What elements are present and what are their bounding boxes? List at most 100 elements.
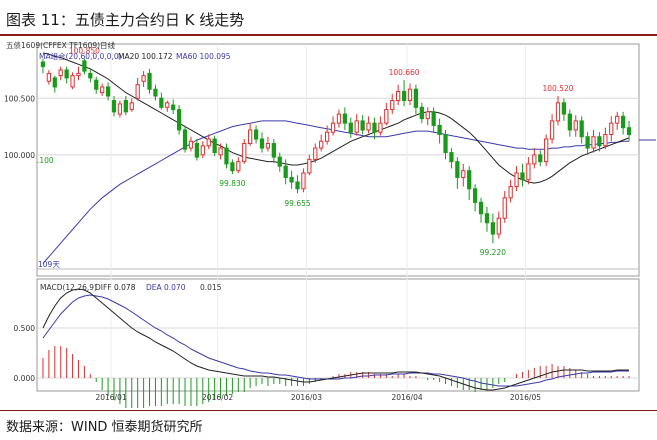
candle [461,163,466,187]
candle [490,213,496,244]
candle-body [579,120,584,138]
candle [176,105,182,135]
candle [313,143,318,163]
candle-body [58,69,63,77]
candle [289,170,294,189]
candle-body [301,172,306,190]
candle-body [544,138,549,163]
candle [484,206,490,232]
price-annotation: 100.850 [69,47,100,56]
candle [129,98,134,112]
candle [478,197,484,223]
price-annotation: 100.520 [542,84,573,93]
candle-body [171,104,176,111]
candle-body [372,122,377,133]
macd-panel-frame [36,278,640,392]
candle-body [248,129,253,145]
candle [538,150,543,167]
candle [40,58,46,74]
candle-body [271,143,276,158]
candle-body [615,115,620,124]
dea-line [42,294,629,387]
candle-body [117,103,123,115]
x-tick-label: 2016/04 [391,393,422,402]
candle-body [129,102,134,111]
candle [111,96,117,117]
candle [425,107,430,126]
price-y-tick-label: 100.000 [4,151,35,160]
price-annotation: 99.655 [284,199,310,208]
macd-histogram [42,346,630,408]
bottom-left-label: 109天 [38,260,60,269]
candle [597,132,602,152]
candle-body [626,127,632,135]
candle [467,166,472,201]
candle-body [52,77,57,88]
candle [253,125,259,144]
candle-body [230,162,235,172]
candle [342,107,348,130]
candle [449,148,454,169]
candle-body [502,197,507,219]
candle [544,134,549,167]
candle-body [425,111,430,120]
candle-body [342,113,348,124]
candle-body [283,165,288,178]
candle-body [100,86,105,94]
figure-title: 图表 11：五债主力合约日 K 线走势 [6,11,245,29]
candle-body [360,120,365,131]
candle [307,154,312,176]
macd-legend-name: MACD(12,26,9) [40,283,97,292]
candle [46,69,52,85]
candle [319,134,324,152]
macd-lines [42,288,629,391]
candle [626,120,632,142]
candle [390,93,395,115]
candle [360,115,365,135]
source-rule [0,410,657,411]
candle [508,179,513,203]
candle [615,111,620,130]
candle [526,157,531,185]
candle [194,139,200,161]
candle [236,157,241,173]
candle-body [443,133,448,154]
candle-body [236,161,241,172]
contract-label: 五债1609(CFFEX TF1609)日线 [6,40,116,50]
macd-y-tick-label: 0.500 [14,324,36,333]
candle-body [407,88,413,102]
candle [271,139,276,163]
macd-y-tick-label: 0.000 [14,374,36,383]
candle-body [591,136,596,149]
candle [396,84,401,106]
candle [147,68,152,94]
candle-body [478,201,484,215]
candle-body [224,147,229,165]
candle-body [532,154,537,165]
candle-body [194,143,200,158]
candle-body [259,138,265,149]
candle [265,136,271,152]
candle-body [514,172,519,188]
candle [620,111,626,135]
candle-body [472,188,478,203]
candle [372,117,377,139]
candle [561,98,567,121]
candle-body [319,140,324,149]
candle-body [147,72,152,90]
title-rule [0,34,657,36]
candle [330,116,336,136]
candle [230,159,235,175]
candle-body [354,120,359,133]
candle-body [176,109,182,131]
candle [76,66,81,81]
candle [242,139,247,164]
candle-body [437,124,442,135]
price-annotation: 99.830 [219,179,245,188]
candle-body [212,138,217,154]
candle [100,83,105,96]
candle [295,175,300,194]
candle-body [159,97,164,108]
candle [58,66,63,81]
candle [105,82,111,101]
